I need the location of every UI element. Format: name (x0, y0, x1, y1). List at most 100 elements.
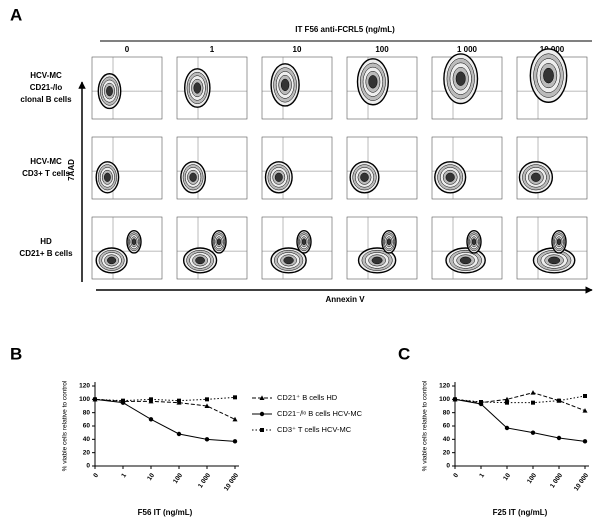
contour (368, 75, 378, 89)
y-tick-label: 120 (439, 383, 450, 390)
legend-label: CD3⁺ T cells HCV-MC (277, 425, 352, 434)
contour (360, 172, 369, 182)
y-tick-label: 20 (443, 449, 451, 456)
x-axis-label: F56 IT (ng/mL) (138, 508, 193, 517)
contour (543, 67, 554, 84)
point (177, 398, 181, 403)
y-axis-label: 7AAD (67, 159, 76, 181)
contour (131, 238, 137, 246)
contour (189, 172, 197, 182)
contour (216, 238, 222, 246)
series-line (94, 398, 236, 442)
point (504, 425, 510, 431)
point (583, 394, 587, 398)
point (582, 439, 588, 444)
point (557, 398, 561, 403)
series-line (454, 398, 586, 442)
y-tick-label: 80 (83, 409, 91, 416)
point (205, 397, 209, 402)
y-axis-label: % viable cells relative to control (422, 380, 429, 471)
panel-label: A (10, 5, 22, 24)
y-tick-label: 100 (79, 396, 90, 403)
point (479, 400, 483, 404)
column-header: 10 (293, 45, 302, 54)
point (232, 439, 238, 444)
contour (107, 256, 117, 265)
x-tick-label: 1 000 (549, 472, 564, 490)
point (204, 437, 210, 442)
point (556, 435, 562, 441)
point (259, 395, 265, 400)
panel-label: B (10, 344, 22, 363)
point (233, 395, 237, 400)
point (121, 398, 125, 403)
contour (104, 172, 111, 182)
x-tick-label: 0 (92, 472, 100, 479)
point (530, 430, 536, 435)
contour (386, 238, 392, 246)
contour (445, 172, 455, 182)
x-tick-label: 10 000 (223, 472, 240, 493)
point (176, 431, 182, 437)
contour (459, 256, 472, 265)
point (93, 397, 97, 402)
x-tick-label: 100 (526, 472, 538, 485)
series-line (454, 392, 586, 412)
y-tick-label: 80 (443, 409, 451, 416)
point (505, 400, 509, 405)
series-line (454, 395, 586, 404)
contour (283, 256, 294, 265)
point (148, 417, 154, 422)
row-label: CD3+ T cells (22, 169, 70, 178)
point (504, 396, 510, 402)
point (582, 408, 588, 413)
y-axis-label: % viable cells relative to control (62, 380, 69, 471)
x-axis-label: Annexin V (325, 295, 365, 304)
x-tick-label: 1 (120, 472, 128, 479)
column-header: 1 000 (457, 45, 478, 54)
y-tick-label: 100 (439, 396, 450, 403)
column-header: 1 (210, 45, 215, 54)
contour (193, 82, 202, 94)
row-label: HCV-MC (30, 71, 62, 80)
contour (548, 256, 561, 265)
series-line (94, 398, 236, 420)
point (453, 397, 457, 402)
contour (531, 172, 541, 182)
contour (455, 71, 466, 86)
point (531, 400, 535, 405)
point (204, 403, 210, 408)
point (259, 411, 265, 417)
y-tick-label: 120 (79, 383, 90, 390)
contour (556, 238, 562, 246)
panel-title: IT F56 anti-FCRL5 (ng/mL) (295, 25, 395, 34)
legend-label: CD21⁻/ˡᵒ B cells HCV-MC (277, 409, 363, 418)
point (260, 428, 264, 432)
y-tick-label: 20 (83, 449, 91, 456)
x-tick-label: 0 (452, 472, 460, 479)
x-tick-label: 10 (502, 472, 512, 482)
contour (274, 172, 283, 182)
x-tick-label: 1 000 (197, 472, 212, 490)
y-tick-label: 0 (86, 463, 90, 470)
y-tick-label: 40 (443, 436, 451, 443)
contour (106, 85, 113, 97)
point (232, 416, 238, 422)
series-line (94, 396, 236, 402)
column-header: 100 (375, 45, 389, 54)
contour (471, 238, 477, 246)
y-tick-label: 60 (443, 423, 451, 430)
y-tick-label: 0 (446, 463, 450, 470)
row-label: HCV-MC (30, 157, 62, 166)
y-tick-label: 40 (83, 436, 91, 443)
column-header: 0 (125, 45, 130, 54)
point (530, 390, 536, 395)
row-label: HD (40, 237, 52, 246)
legend-label: CD21⁺ B cells HD (277, 393, 338, 402)
contour (301, 238, 307, 246)
x-axis-label: F25 IT (ng/mL) (493, 508, 548, 517)
x-tick-label: 10 000 (573, 472, 590, 493)
x-tick-label: 1 (478, 472, 486, 479)
x-tick-label: 100 (172, 472, 184, 485)
